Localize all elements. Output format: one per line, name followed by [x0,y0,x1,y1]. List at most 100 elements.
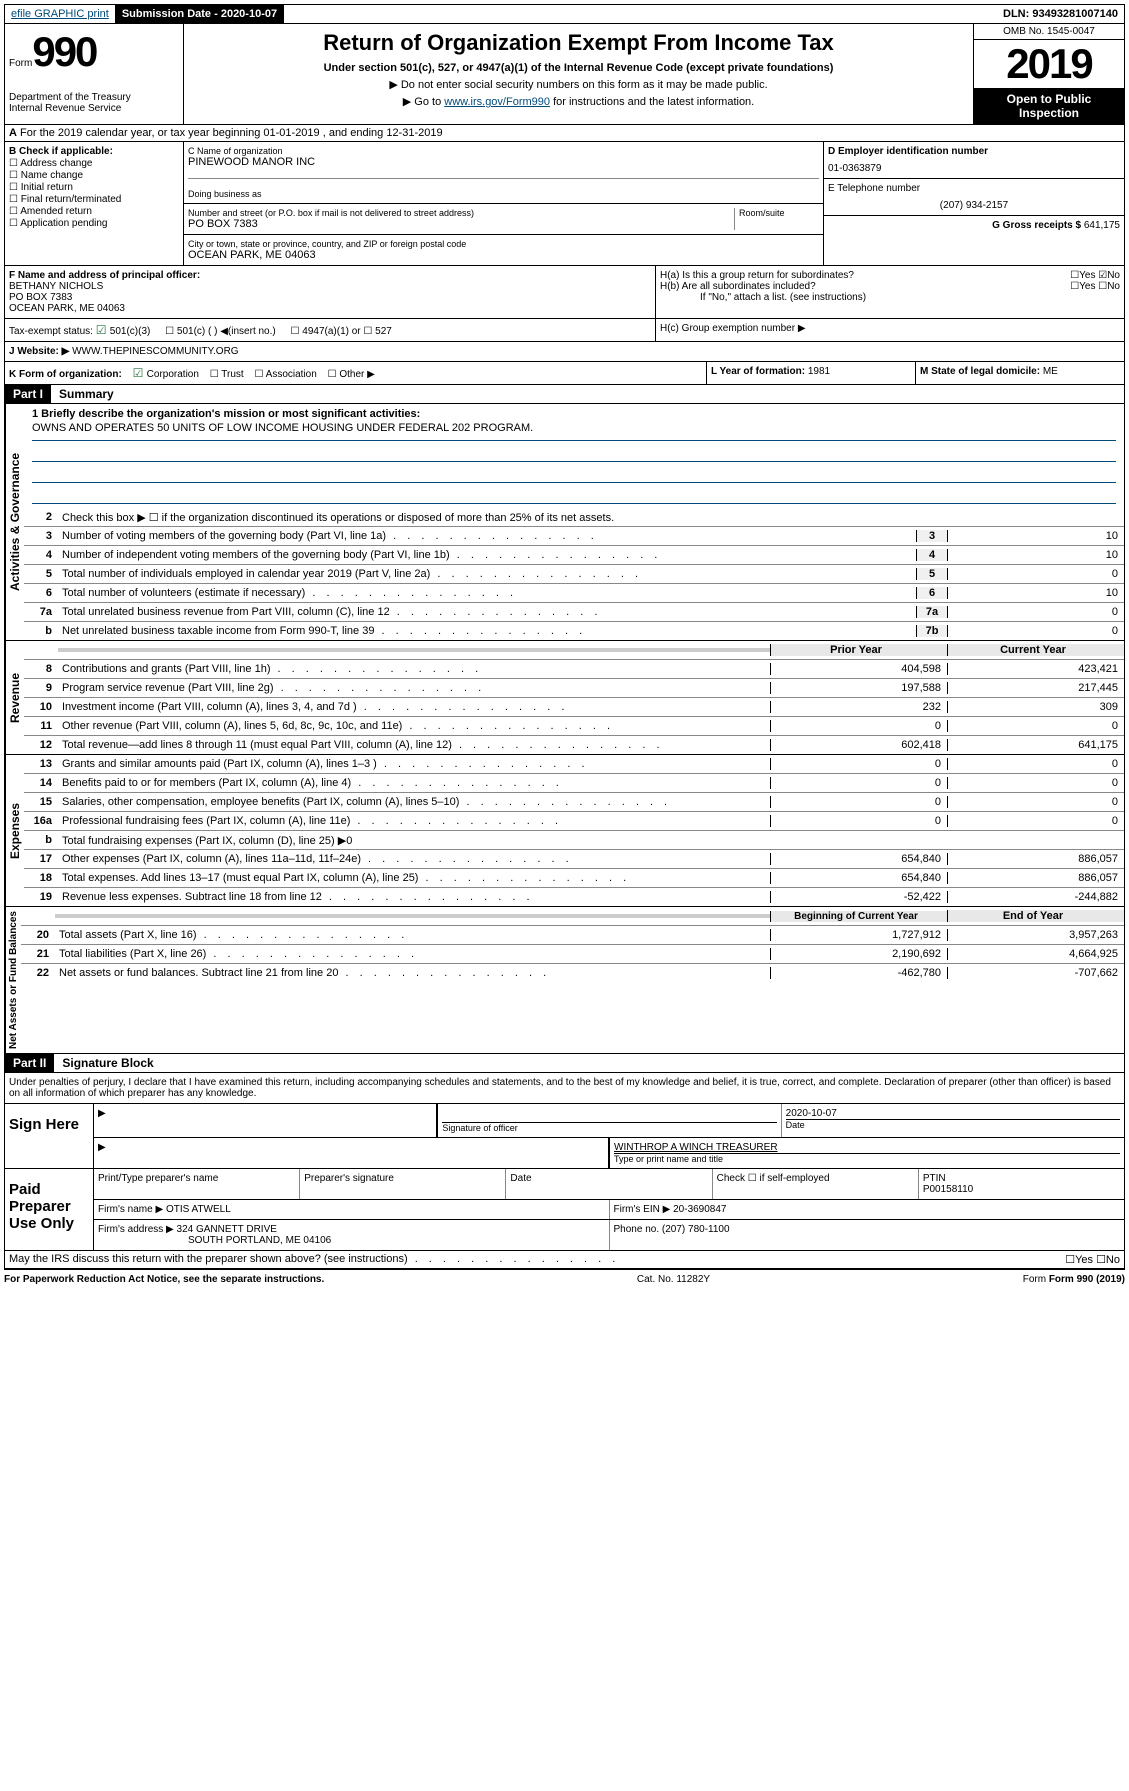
dln: DLN: 93493281007140 [997,5,1124,23]
org-name: PINEWOOD MANOR INC [188,156,819,168]
hb-answer[interactable]: ☐Yes ☐No [1070,281,1120,292]
line-11: 11Other revenue (Part VIII, column (A), … [24,717,1124,736]
paid-preparer-label: Paid Preparer Use Only [5,1169,94,1250]
line-7b: bNet unrelated business taxable income f… [24,622,1124,640]
line-b: bTotal fundraising expenses (Part IX, co… [24,831,1124,850]
line-10: 10Investment income (Part VIII, column (… [24,698,1124,717]
submission-date: Submission Date - 2020-10-07 [116,5,284,23]
line-21: 21Total liabilities (Part X, line 26)2,1… [21,945,1124,964]
col-d: D Employer identification number 01-0363… [824,142,1124,265]
chk-other[interactable]: Other ▶ [328,369,375,380]
line-8: 8Contributions and grants (Part VIII, li… [24,660,1124,679]
mission-text: OWNS AND OPERATES 50 UNITS OF LOW INCOME… [32,420,1116,441]
line-7a: 7aTotal unrelated business revenue from … [24,603,1124,622]
chk-4947[interactable]: 4947(a)(1) or [291,326,361,337]
top-bar: efile GRAPHIC print Submission Date - 20… [4,4,1125,24]
group-return: H(a) Is this a group return for subordin… [656,266,1124,318]
preparer-name: Print/Type preparer's name [94,1169,300,1199]
year-formation: 1981 [808,366,830,377]
street-address: PO BOX 7383 [188,218,734,230]
phone: (207) 934-2157 [828,200,1120,211]
vlabel-ag: Activities & Governance [5,404,24,640]
omb-number: OMB No. 1545-0047 [974,24,1124,40]
form-ref: Form Form 990 (2019) [1023,1274,1125,1285]
firm-address: Firm's address ▶ 324 GANNETT DRIVE SOUTH… [94,1220,610,1250]
chk-amended[interactable]: Amended return [9,206,179,217]
officer-signature[interactable]: Signature of officer [438,1104,781,1137]
phone-box: E Telephone number (207) 934-2157 [824,179,1124,216]
part-1-header: Part I Summary [4,385,1125,404]
sign-here-label: Sign Here [5,1104,94,1168]
col-b: B Check if applicable: Address change Na… [5,142,184,265]
efile-label[interactable]: efile GRAPHIC print [5,5,116,23]
city-box: City or town, state or province, country… [184,235,823,265]
ha-answer[interactable]: ☐Yes ☑No [1070,270,1120,281]
chk-association[interactable]: Association [254,369,316,380]
self-employed[interactable]: Check ☐ if self-employed [713,1169,919,1199]
row-i: Tax-exempt status: 501(c)(3) 501(c) ( ) … [4,319,1125,342]
line-12: 12Total revenue—add lines 8 through 11 (… [24,736,1124,754]
chk-501c[interactable]: 501(c) ( ) ◀(insert no.) [165,326,276,337]
firm-name: Firm's name ▶ OTIS ATWELL [94,1200,610,1219]
sign-here-section: Sign Here ▶ Signature of officer 2020-10… [4,1104,1125,1169]
chk-501c3[interactable]: 501(c)(3) [96,326,151,337]
website: WWW.THEPINESCOMMUNITY.ORG [72,346,238,357]
address-box: Number and street (or P.O. box if mail i… [184,204,823,235]
discuss-answer[interactable]: ☐Yes ☐No [1065,1253,1120,1266]
col-headers-rev: Prior Year Current Year [24,641,1124,660]
chk-final-return[interactable]: Final return/terminated [9,194,179,205]
preparer-date: Date [506,1169,712,1199]
line-20: 20Total assets (Part X, line 16)1,727,91… [21,926,1124,945]
instruction-2: Go to www.irs.gov/Form990 for instructio… [188,95,969,108]
chk-trust[interactable]: Trust [210,369,244,380]
preparer-signature[interactable]: Preparer's signature [300,1169,506,1199]
line-18: 18Total expenses. Add lines 13–17 (must … [24,869,1124,888]
cat-no: Cat. No. 11282Y [637,1274,710,1285]
form-header: Form990 Department of the Treasury Inter… [4,24,1125,125]
hc-group-exemption: H(c) Group exemption number ▶ [656,319,1124,341]
firm-ein: Firm's EIN ▶ 20-3690847 [610,1200,1125,1219]
line-2: 2 Check this box ▶ ☐ if the organization… [24,508,1124,527]
line-6: 6Total number of volunteers (estimate if… [24,584,1124,603]
line-9: 9Program service revenue (Part VIII, lin… [24,679,1124,698]
officer-name: WINTHROP A WINCH TREASURER Type or print… [610,1138,1124,1168]
line-5: 5Total number of individuals employed in… [24,565,1124,584]
col-headers-na: Beginning of Current Year End of Year [21,907,1124,926]
line-16a: 16aProfessional fundraising fees (Part I… [24,812,1124,831]
state-domicile: ME [1043,366,1058,377]
tax-year: 2019 [974,40,1124,88]
chk-initial-return[interactable]: Initial return [9,182,179,193]
irs-link[interactable]: www.irs.gov/Form990 [444,96,550,108]
form-number: 990 [32,28,96,75]
year-cell: OMB No. 1545-0047 2019 Open to Public In… [974,24,1124,124]
line-14: 14Benefits paid to or for members (Part … [24,774,1124,793]
vlabel-expenses: Expenses [5,755,24,906]
ein-box: D Employer identification number 01-0363… [824,142,1124,179]
row-f-h: F Name and address of principal officer:… [4,266,1125,319]
line-15: 15Salaries, other compensation, employee… [24,793,1124,812]
vlabel-netassets: Net Assets or Fund Balances [5,907,21,1053]
chk-corporation[interactable]: Corporation [133,369,199,380]
org-name-box: C Name of organization PINEWOOD MANOR IN… [184,142,823,204]
expenses-section: Expenses 13Grants and similar amounts pa… [4,755,1125,907]
row-k: K Form of organization: Corporation Trus… [4,362,1125,385]
footer: For Paperwork Reduction Act Notice, see … [4,1269,1125,1289]
instruction-1: Do not enter social security numbers on … [188,78,969,91]
tax-exempt-status: Tax-exempt status: 501(c)(3) 501(c) ( ) … [5,319,656,341]
pra-notice: For Paperwork Reduction Act Notice, see … [4,1274,324,1285]
line-19: 19Revenue less expenses. Subtract line 1… [24,888,1124,906]
subtitle: Under section 501(c), 527, or 4947(a)(1)… [188,62,969,74]
gross-receipts: 641,175 [1084,220,1120,231]
form-word: Form [9,58,32,69]
ptin-box: PTIN P00158110 [919,1169,1124,1199]
chk-name-change[interactable]: Name change [9,170,179,181]
chk-address-change[interactable]: Address change [9,158,179,169]
chk-application-pending[interactable]: Application pending [9,218,179,229]
mission-box: 1 Briefly describe the organization's mi… [24,404,1124,508]
form-number-cell: Form990 Department of the Treasury Inter… [5,24,184,124]
sign-date: 2020-10-07 Date [782,1104,1124,1137]
line-17: 17Other expenses (Part IX, column (A), l… [24,850,1124,869]
main-title: Return of Organization Exempt From Incom… [188,30,969,56]
chk-527[interactable]: 527 [363,326,391,337]
part-2-header: Part II Signature Block [4,1054,1125,1073]
